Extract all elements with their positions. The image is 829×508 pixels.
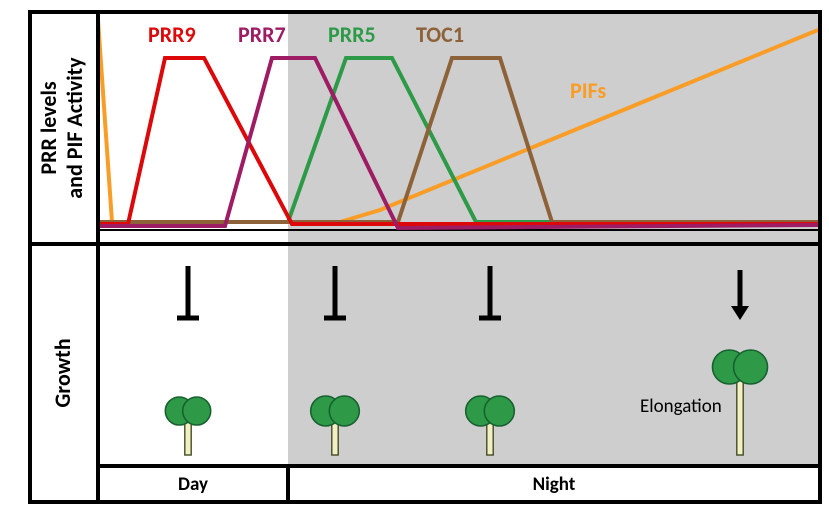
svg-text:Growth: Growth [49,338,76,407]
inhibition-symbol [177,266,199,318]
svg-text:and PIF Activity: and PIF Activity [61,57,88,199]
svg-text:PRR levels: PRR levels [35,81,62,175]
label-night: Night [533,473,576,496]
label-prr5: PRR5 [328,21,376,48]
label-prr9: PRR9 [148,21,196,48]
label-prr7: PRR7 [238,21,286,48]
seedling-icon [165,397,210,455]
label-pifs: PIFs [570,77,606,104]
yaxis-label-top: PRR levelsand PIF Activity [35,57,88,199]
label-elongation: Elongation [640,395,722,418]
yaxis-label-bottom: Growth [49,338,76,407]
label-toc1: TOC1 [416,21,464,48]
label-day: Day [178,473,208,496]
